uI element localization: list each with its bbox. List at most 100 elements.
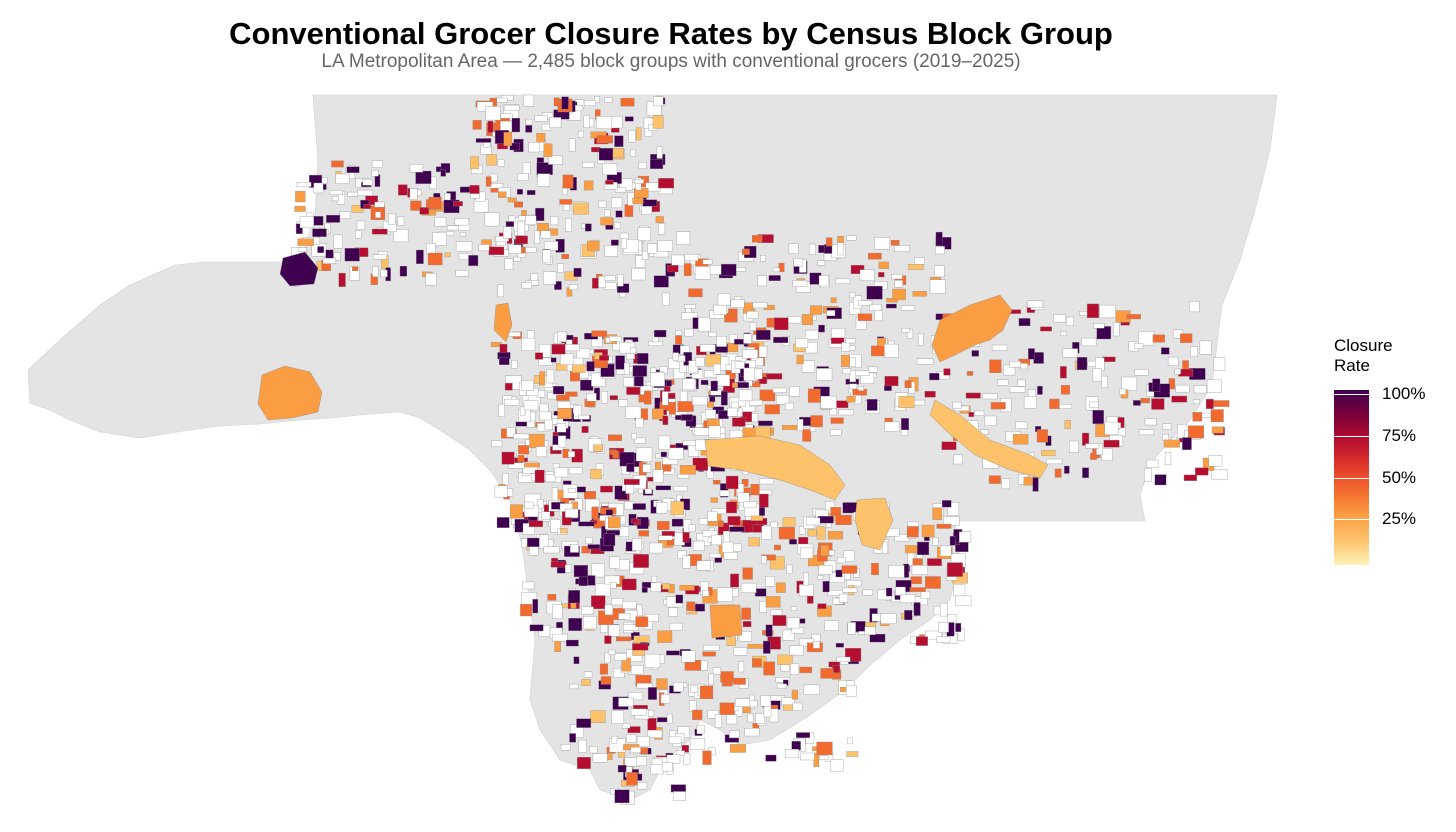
block-group — [733, 647, 748, 656]
block-group — [940, 545, 952, 557]
block-group — [1046, 458, 1063, 465]
block-group — [374, 201, 385, 208]
block-group — [635, 255, 646, 268]
block-group — [936, 636, 951, 643]
block-group — [636, 353, 649, 365]
block-group — [589, 746, 598, 754]
block-group — [485, 176, 492, 187]
block-group — [666, 650, 680, 656]
block-group — [892, 288, 906, 301]
block-group — [534, 230, 540, 244]
block-group — [519, 406, 526, 416]
block-group — [838, 409, 854, 416]
block-group — [707, 401, 714, 408]
block-group — [295, 191, 306, 203]
block-group — [809, 243, 816, 255]
block-group — [1162, 423, 1172, 430]
block-group — [817, 260, 826, 266]
block-group — [550, 216, 559, 226]
block-group — [817, 516, 834, 524]
block-group — [513, 256, 521, 262]
block-group — [707, 511, 718, 522]
block-group — [1054, 468, 1062, 478]
block-group — [738, 631, 752, 642]
block-group — [683, 753, 691, 765]
block-group — [593, 444, 603, 452]
block-group — [1060, 366, 1067, 379]
block-group — [1060, 331, 1067, 336]
block-group — [578, 739, 587, 753]
block-group — [338, 272, 346, 287]
block-group — [518, 215, 526, 221]
block-group — [591, 506, 599, 519]
block-group — [773, 336, 789, 343]
block-group — [965, 392, 981, 399]
block-group — [904, 610, 913, 621]
block-group — [708, 425, 721, 438]
block-group — [785, 402, 794, 411]
block-group — [553, 386, 565, 395]
block-group — [569, 683, 579, 690]
block-group — [526, 190, 536, 196]
block-group — [750, 515, 764, 521]
block-group — [642, 250, 649, 260]
block-group — [781, 697, 795, 705]
block-group — [556, 394, 570, 401]
block-group — [910, 576, 922, 585]
block-group — [929, 373, 940, 381]
block-group — [1090, 453, 1097, 460]
block-group — [720, 391, 728, 406]
block-group — [609, 556, 620, 569]
block-group — [871, 563, 879, 576]
block-group — [675, 415, 682, 420]
block-group — [608, 649, 616, 655]
block-group — [635, 177, 642, 191]
block-group — [624, 116, 634, 122]
block-group — [846, 235, 857, 241]
block-group — [578, 414, 590, 420]
block-group — [988, 475, 1001, 484]
block-group — [768, 275, 781, 281]
block-group — [469, 185, 480, 194]
block-group — [681, 650, 696, 663]
block-group — [820, 668, 834, 679]
block-group — [776, 683, 787, 689]
block-group — [295, 223, 303, 234]
block-group — [836, 656, 851, 662]
block-group — [1213, 357, 1226, 371]
block-group — [322, 257, 336, 264]
block-group — [916, 358, 934, 365]
block-group — [632, 538, 642, 551]
block-group — [1183, 474, 1197, 481]
block-group — [667, 265, 679, 273]
block-group — [626, 386, 641, 395]
block-group — [718, 410, 729, 419]
block-group — [1096, 443, 1103, 455]
block-group — [470, 156, 479, 170]
block-group — [1104, 421, 1119, 435]
block-group — [793, 258, 803, 267]
block-group — [947, 502, 960, 516]
block-group — [647, 687, 657, 700]
block-group — [695, 357, 705, 367]
block-group — [657, 717, 669, 723]
block-group — [786, 564, 793, 574]
block-group — [596, 116, 613, 129]
block-group — [997, 379, 1009, 386]
block-group — [591, 563, 605, 578]
block-group — [614, 135, 624, 147]
block-group — [623, 478, 640, 485]
block-group — [603, 533, 616, 546]
block-group — [778, 527, 795, 540]
block-group — [761, 525, 772, 540]
block-group — [761, 555, 767, 564]
block-group — [713, 363, 722, 375]
block-group — [713, 304, 727, 315]
block-group — [525, 118, 533, 126]
block-group — [743, 501, 757, 509]
block-group — [561, 254, 569, 260]
block-group — [820, 395, 837, 409]
block-group — [826, 310, 836, 317]
block-group — [517, 455, 525, 463]
block-group — [628, 692, 644, 701]
